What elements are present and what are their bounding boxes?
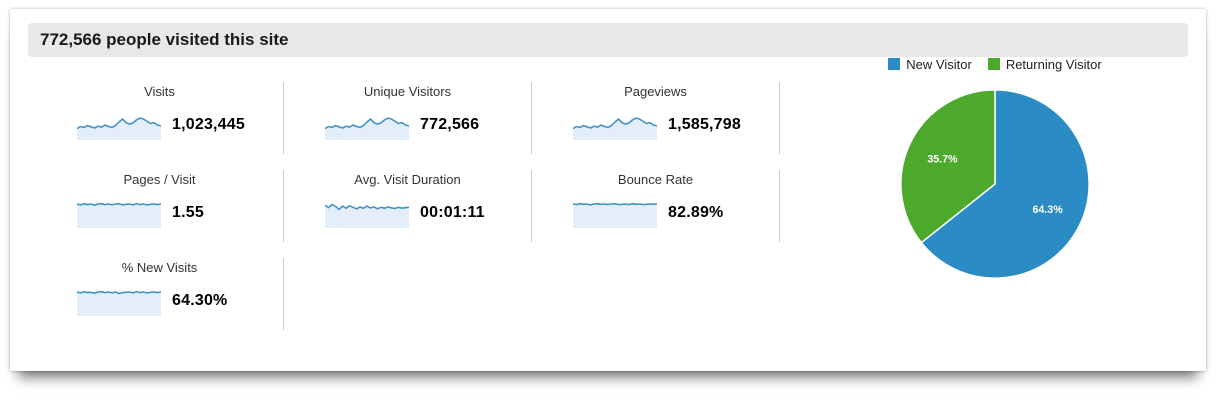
legend-label: New Visitor [906,56,972,72]
summary-header-bar: 772,566 people visited this site [28,23,1188,57]
sparkline-chart [325,203,409,228]
metric-pageviews[interactable]: Pageviews 1,585,798 [532,82,780,154]
pie-slice-label: 35.7% [927,154,958,166]
metric-label: Unique Visitors [363,84,452,99]
pie-slice-label: 64.3% [1032,204,1063,216]
sparkline-chart [77,117,161,140]
visitor-type-chart-block: New Visitor Returning Visitor 64.3% 35.7% [871,56,1119,281]
metric-visits[interactable]: Visits 1,023,445 [36,82,284,154]
visitors-overview-card: 772,566 people visited this site Visits … [10,9,1206,371]
metric-bounce-rate[interactable]: Bounce Rate 82.89% [532,170,780,242]
sparkline-chart [573,117,657,140]
legend-swatch [888,58,901,70]
legend-item-new-visitor: New Visitor [888,57,972,72]
metric-label: Pageviews [624,84,687,99]
metric-label: % New Visits [121,260,198,275]
visitor-type-pie-chart: 64.3% 35.7% [900,89,1090,279]
legend-label: Returning Visitor [1005,56,1102,72]
sparkline-chart [77,202,161,228]
sparkline-chart [325,117,409,140]
metric-value: 1,023,445 [172,116,245,133]
metric-unique-visitors[interactable]: Unique Visitors 772,566 [284,82,532,154]
sparkline-chart [573,202,657,228]
metric-label: Pages / Visit [123,172,196,187]
metric-value: 00:01:11 [420,204,485,221]
page-title: 772,566 people visited this site [40,30,289,49]
metrics-grid: Visits 1,023,445 Unique Visitors 772,566… [36,82,780,330]
metric-label: Bounce Rate [617,172,694,187]
legend-item-returning-visitor: Returning Visitor [987,56,1102,72]
metric-avg-visit-duration[interactable]: Avg. Visit Duration 00:01:11 [284,170,532,242]
metric-percent-new-visits[interactable]: % New Visits 64.30% [36,258,284,330]
metric-value: 82.89% [668,204,724,221]
metric-value: 64.30% [172,292,228,309]
pie-slice-new-visitor [920,89,1090,279]
sparkline-chart [77,290,161,316]
metric-label: Avg. Visit Duration [354,172,461,187]
metric-value: 772,566 [420,116,480,133]
pie-slice-returning-visitor [900,89,996,244]
metric-value: 1,585,798 [668,116,741,133]
metric-label: Visits [144,84,175,99]
legend-swatch [987,58,1000,70]
metric-pages-per-visit[interactable]: Pages / Visit 1.55 [36,170,284,242]
pie-legend: New Visitor Returning Visitor [888,56,1102,72]
metric-value: 1.55 [172,204,204,221]
